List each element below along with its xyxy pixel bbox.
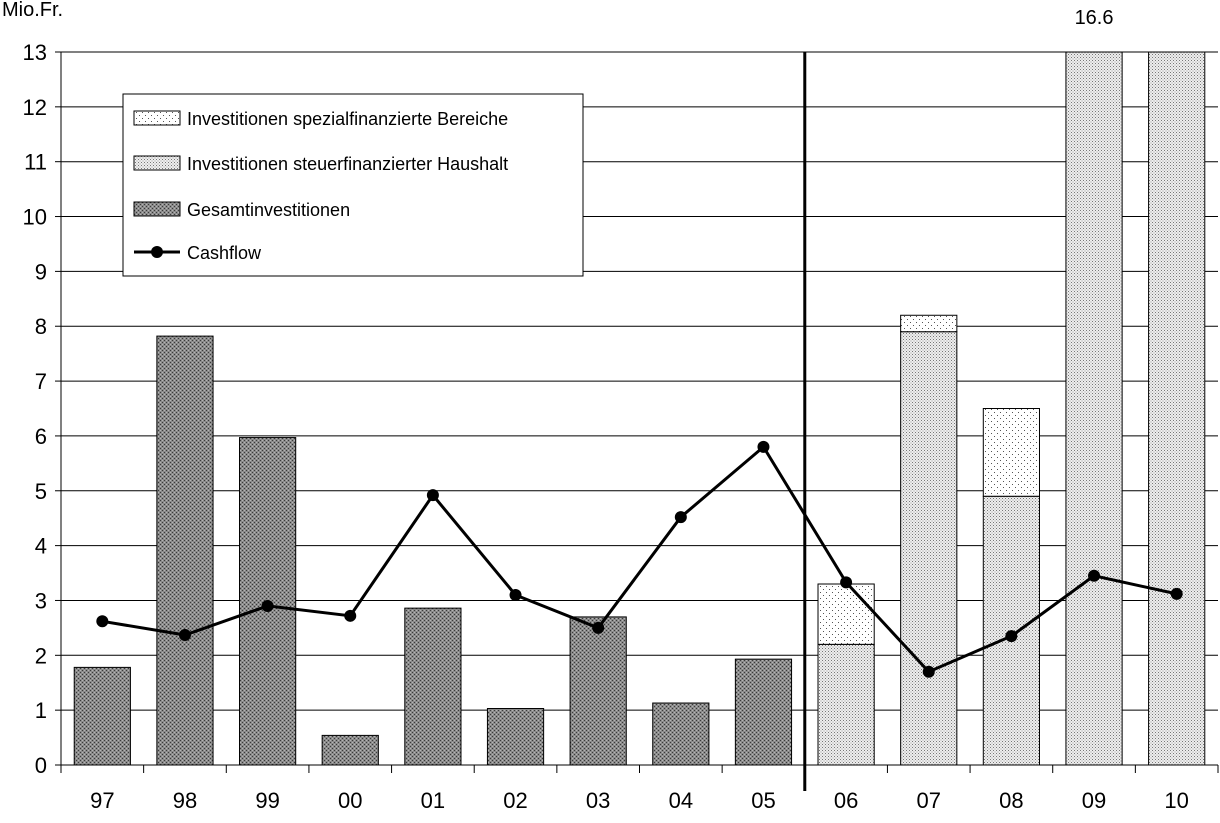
cashflow-point-97 — [96, 615, 109, 628]
legend-label-steuerfinanziert: Investitionen steuerfinanzierter Haushal… — [187, 154, 508, 174]
legend-label-cashflow: Cashflow — [187, 243, 262, 263]
bar-gesamtinvestitionen-03 — [569, 616, 627, 766]
x-tick-label-08: 08 — [999, 788, 1023, 813]
bar-steuerfinanziert-06 — [817, 643, 875, 766]
x-tick-label-09: 09 — [1082, 788, 1106, 813]
cashflow-point-04 — [674, 511, 687, 524]
y-tick-label-13: 13 — [23, 40, 47, 65]
y-tick-label-7: 7 — [35, 369, 47, 394]
x-tick-label-01: 01 — [421, 788, 445, 813]
bar-spezialfinanziert-06 — [817, 583, 875, 645]
annotations: 16.6 — [1075, 7, 1114, 29]
x-tick-label-07: 07 — [917, 788, 941, 813]
y-tick-label-8: 8 — [35, 314, 47, 339]
legend-swatch-steuerfinanziert — [133, 155, 181, 171]
legend-swatch-cashflow-marker — [151, 246, 163, 258]
cashflow-point-00 — [344, 609, 357, 622]
legend-swatch-gesamtinvestitionen — [133, 201, 181, 217]
cashflow-point-01 — [426, 489, 439, 502]
y-tick-label-4: 4 — [35, 534, 47, 559]
cashflow-point-98 — [178, 629, 191, 642]
y-tick-label-5: 5 — [35, 479, 47, 504]
legend-box — [122, 93, 584, 277]
cashflow-point-07 — [922, 665, 935, 678]
bar-steuerfinanziert-07 — [900, 331, 958, 766]
legend-label-spezialfinanziert: Investitionen spezialfinanzierte Bereich… — [187, 109, 508, 129]
bar-gesamtinvestitionen-04 — [652, 702, 710, 766]
y-tick-label-10: 10 — [23, 205, 47, 230]
x-tick-label-06: 06 — [834, 788, 858, 813]
legend-label-gesamtinvestitionen: Gesamtinvestitionen — [187, 200, 350, 220]
data-label-09: 16.6 — [1075, 7, 1114, 29]
x-tick-label-97: 97 — [90, 788, 114, 813]
y-tick-label-0: 0 — [35, 753, 47, 778]
x-tick-label-99: 99 — [255, 788, 279, 813]
cashflow-point-03 — [592, 621, 605, 634]
y-tick-label-12: 12 — [23, 95, 47, 120]
x-tick-label-03: 03 — [586, 788, 610, 813]
y-tick-label-2: 2 — [35, 643, 47, 668]
cashflow-point-06 — [840, 576, 853, 589]
cashflow-point-99 — [261, 599, 274, 612]
bar-spezialfinanziert-08 — [982, 408, 1040, 497]
bar-spezialfinanziert-07 — [900, 314, 958, 333]
x-tick-label-05: 05 — [751, 788, 775, 813]
bar-gesamtinvestitionen-00 — [321, 734, 379, 766]
axes — [55, 51, 1219, 791]
cashflow-point-02 — [509, 588, 522, 601]
y-tick-label-6: 6 — [35, 424, 47, 449]
bar-gesamtinvestitionen-02 — [486, 708, 545, 766]
x-tick-label-00: 00 — [338, 788, 362, 813]
legend: Investitionen spezialfinanzierte Bereich… — [122, 93, 584, 277]
cashflow-point-05 — [757, 440, 770, 453]
x-tick-label-02: 02 — [503, 788, 527, 813]
cashflow-line — [96, 440, 1183, 678]
y-tick-label-9: 9 — [35, 259, 47, 284]
bar-steuerfinanziert-09 — [1065, 51, 1123, 766]
bar-gesamtinvestitionen-97 — [73, 666, 131, 766]
legend-swatch-spezialfinanziert — [133, 110, 181, 126]
cashflow-polyline — [102, 444, 1177, 674]
bar-gesamtinvestitionen-05 — [734, 658, 793, 766]
x-tick-label-98: 98 — [173, 788, 197, 813]
y-tick-label-3: 3 — [35, 588, 47, 613]
bar-gesamtinvestitionen-01 — [404, 607, 462, 766]
cashflow-point-09 — [1088, 569, 1101, 582]
bar-gesamtinvestitionen-98 — [156, 335, 214, 766]
bar-steuerfinanziert-10 — [1148, 51, 1206, 766]
bars — [73, 51, 1206, 766]
y-tick-label-11: 11 — [24, 150, 47, 175]
y-axis-unit-label: Mio.Fr. — [2, 0, 63, 21]
cashflow-point-08 — [1005, 630, 1018, 643]
y-tick-label-1: 1 — [35, 698, 47, 723]
x-tick-label-10: 10 — [1164, 788, 1188, 813]
x-tick-label-04: 04 — [669, 788, 693, 813]
cashflow-point-10 — [1170, 587, 1183, 600]
